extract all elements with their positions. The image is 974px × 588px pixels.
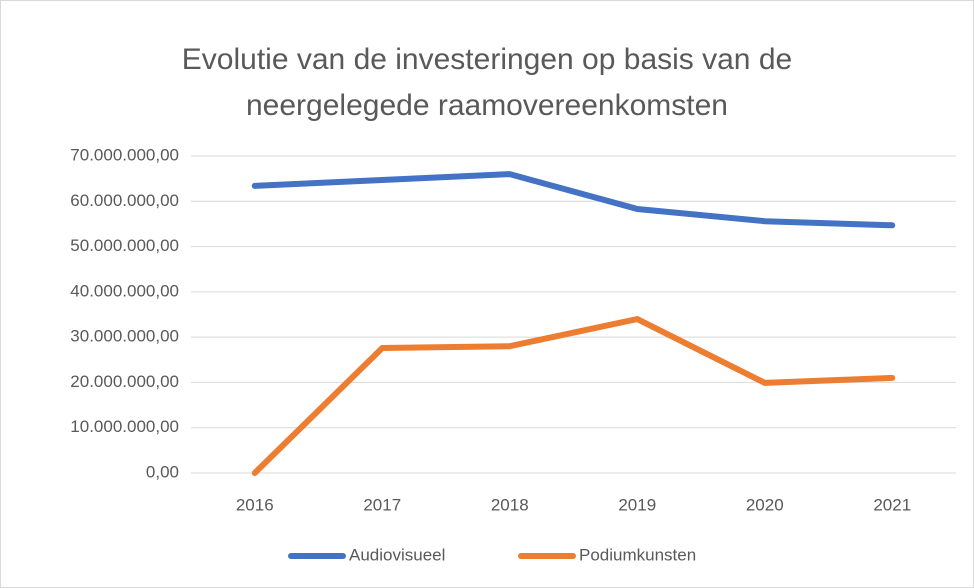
- y-tick-label: 0,00: [146, 462, 179, 481]
- series-line: [251, 316, 896, 476]
- y-tick-label: 40.000.000,00: [70, 281, 179, 300]
- series-line: [251, 171, 896, 229]
- y-tick-label: 50.000.000,00: [70, 236, 179, 255]
- x-tick-label: 2017: [363, 495, 401, 514]
- x-tick-label: 2020: [746, 495, 784, 514]
- y-tick-label: 70.000.000,00: [70, 145, 179, 164]
- y-tick-label: 60.000.000,00: [70, 191, 179, 210]
- x-tick-label: 2021: [873, 495, 911, 514]
- y-tick-label: 20.000.000,00: [70, 372, 179, 391]
- legend-label: Audiovisueel: [349, 545, 445, 564]
- legend-label: Podiumkunsten: [579, 545, 696, 564]
- x-tick-label: 2018: [491, 495, 529, 514]
- chart-title: Evolutie van de investeringen op basis v…: [181, 43, 793, 122]
- y-tick-label: 30.000.000,00: [70, 327, 179, 346]
- x-tick-label: 2016: [236, 495, 274, 514]
- y-tick-label: 10.000.000,00: [70, 417, 179, 436]
- x-tick-label: 2019: [618, 495, 656, 514]
